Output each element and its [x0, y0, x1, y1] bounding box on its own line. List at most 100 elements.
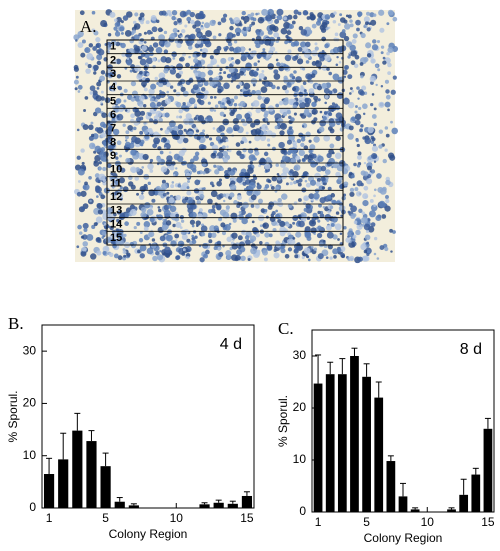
cell — [202, 242, 209, 249]
cell — [110, 172, 113, 175]
cell — [137, 249, 141, 254]
cell — [208, 232, 212, 237]
cell — [118, 193, 124, 199]
cell — [148, 189, 156, 197]
cell — [235, 142, 241, 147]
cell — [239, 171, 246, 179]
cell — [370, 19, 377, 26]
cell — [95, 95, 102, 102]
cell — [156, 19, 160, 24]
cell — [207, 69, 214, 76]
cell — [303, 91, 309, 97]
cell — [341, 254, 346, 259]
cell — [242, 147, 247, 153]
cell — [204, 22, 210, 29]
cell — [357, 151, 362, 156]
cell — [326, 231, 334, 239]
cell — [308, 88, 315, 94]
cell — [267, 179, 272, 184]
cell — [349, 255, 355, 262]
cell — [335, 135, 341, 142]
cell — [349, 44, 356, 52]
cell — [321, 186, 326, 190]
cell — [192, 24, 197, 29]
cell — [112, 59, 118, 64]
cell — [188, 55, 191, 59]
cell — [355, 105, 358, 108]
cell — [164, 218, 167, 222]
cell — [300, 29, 308, 36]
cell — [90, 253, 97, 260]
cell — [371, 145, 379, 152]
cell — [316, 178, 321, 182]
cell — [210, 58, 218, 65]
bar — [471, 474, 481, 512]
cell — [80, 250, 87, 257]
cell — [387, 62, 392, 68]
cell — [344, 23, 351, 30]
cell — [176, 42, 182, 48]
cell — [202, 171, 206, 175]
cell — [196, 39, 202, 45]
cell — [159, 235, 166, 242]
row-label: 2 — [110, 54, 116, 66]
cell — [93, 160, 97, 164]
cell — [107, 33, 112, 37]
cell — [298, 178, 303, 183]
cell — [303, 195, 310, 202]
cell — [225, 205, 230, 210]
cell — [351, 89, 355, 93]
cell — [370, 204, 378, 212]
cell — [145, 20, 150, 25]
cell — [300, 137, 306, 142]
cell — [182, 137, 189, 144]
cell — [225, 138, 229, 143]
cell — [277, 201, 284, 208]
cell — [150, 83, 157, 90]
cell — [256, 31, 261, 36]
cell — [257, 16, 265, 24]
cell — [225, 250, 232, 257]
cell — [207, 198, 213, 205]
cell — [213, 225, 219, 231]
cell — [290, 147, 297, 155]
cell — [234, 46, 242, 53]
cell — [139, 116, 144, 121]
cell — [255, 107, 261, 114]
cell — [73, 79, 79, 85]
cell — [202, 129, 206, 133]
cell — [148, 127, 153, 133]
cell — [305, 97, 312, 105]
cell — [114, 31, 121, 37]
cell — [107, 69, 111, 73]
x-axis-title: Colony Region — [109, 527, 188, 541]
cell — [122, 250, 127, 255]
cell — [303, 89, 307, 93]
cell — [179, 10, 187, 18]
cell — [138, 70, 143, 75]
cell — [161, 179, 166, 184]
cell — [151, 198, 156, 203]
cell — [141, 166, 145, 169]
cell — [213, 211, 216, 215]
cell — [252, 71, 259, 77]
cell — [112, 128, 120, 136]
cell — [364, 234, 371, 241]
cell — [294, 243, 301, 250]
cell — [188, 97, 196, 105]
cell — [190, 128, 193, 132]
cell — [136, 192, 140, 196]
cell — [349, 87, 353, 91]
cell — [382, 158, 387, 164]
cell — [149, 97, 154, 102]
cell — [389, 154, 396, 161]
cell — [267, 63, 274, 70]
cell — [154, 76, 158, 81]
cell — [260, 106, 266, 112]
bar — [86, 441, 97, 508]
cell — [195, 220, 201, 226]
cell — [217, 21, 222, 26]
cell — [226, 145, 229, 148]
cell — [164, 112, 170, 118]
cell — [389, 228, 393, 233]
